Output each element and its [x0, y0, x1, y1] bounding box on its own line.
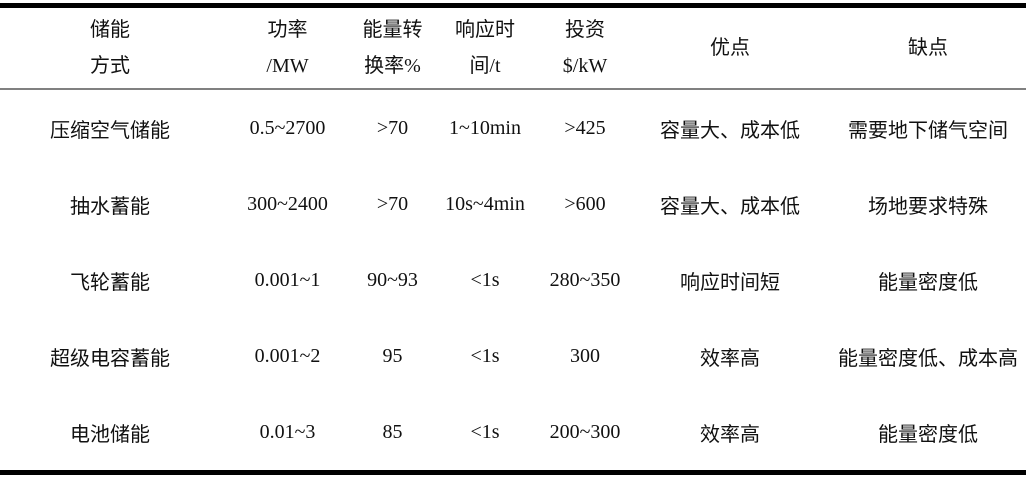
- cell-response-time: 1~10min: [449, 116, 521, 139]
- cell-advantages: 容量大、成本低: [660, 195, 800, 218]
- col-header-advantages-line1: 优点: [710, 37, 750, 59]
- cell-investment: 300: [570, 344, 600, 367]
- cell-disadvantages: 需要地下储气空间: [848, 119, 1008, 142]
- col-header-investment-line2: $/kW: [562, 54, 608, 77]
- cell-power: 0.001~1: [254, 268, 321, 291]
- energy-storage-table: 储能 方式 功率 /MW 能量转 换率% 响应时 间/t 投资 $/kW 优点: [0, 3, 1026, 475]
- col-header-efficiency: 能量转 换率%: [355, 8, 430, 88]
- col-header-storage-method-line2: 方式: [90, 54, 130, 77]
- col-header-response-time-line1: 响应时: [455, 19, 515, 42]
- table-row-compressed-air: 压缩空气储能 0.5~2700 >70 1~10min >425 容量大、成本低…: [0, 90, 1026, 166]
- cell-storage-method: 超级电容蓄能: [50, 347, 170, 370]
- cell-investment: 200~300: [549, 420, 621, 443]
- col-header-advantages: 优点: [630, 8, 830, 88]
- cell-efficiency: 95: [382, 344, 403, 367]
- cell-advantages: 容量大、成本低: [660, 119, 800, 142]
- col-header-response-time-line2: 间/t: [469, 54, 501, 77]
- cell-advantages: 效率高: [700, 347, 760, 370]
- cell-response-time: <1s: [470, 344, 500, 367]
- table-top-rule: [0, 3, 1026, 8]
- col-header-storage-method: 储能 方式: [0, 8, 220, 88]
- col-header-power-line2: /MW: [266, 54, 309, 77]
- cell-efficiency: 90~93: [367, 268, 418, 291]
- cell-investment: >425: [564, 116, 606, 139]
- table-row-flywheel: 飞轮蓄能 0.001~1 90~93 <1s 280~350 响应时间短 能量密…: [0, 242, 1026, 318]
- col-header-efficiency-line2: 换率%: [364, 54, 421, 77]
- col-header-response-time: 响应时 间/t: [430, 8, 540, 88]
- cell-power: 0.001~2: [254, 344, 321, 367]
- col-header-disadvantages-line1: 缺点: [908, 37, 948, 59]
- col-header-disadvantages: 缺点: [830, 8, 1026, 88]
- cell-efficiency: 85: [382, 420, 403, 443]
- table-header-rule: [0, 88, 1026, 90]
- cell-disadvantages: 场地要求特殊: [868, 195, 988, 218]
- cell-power: 0.01~3: [259, 420, 316, 443]
- table-bottom-rule: [0, 470, 1026, 475]
- cell-disadvantages: 能量密度低: [878, 271, 978, 294]
- table-header-row: 储能 方式 功率 /MW 能量转 换率% 响应时 间/t 投资 $/kW 优点: [0, 8, 1026, 88]
- table-row-battery: 电池储能 0.01~3 85 <1s 200~300 效率高 能量密度低: [0, 394, 1026, 470]
- cell-storage-method: 飞轮蓄能: [70, 271, 150, 294]
- cell-response-time: 10s~4min: [445, 192, 525, 215]
- cell-response-time: <1s: [470, 420, 500, 443]
- col-header-power: 功率 /MW: [220, 8, 355, 88]
- col-header-efficiency-line1: 能量转: [362, 19, 423, 42]
- col-header-investment: 投资 $/kW: [540, 8, 630, 88]
- cell-response-time: <1s: [470, 268, 500, 291]
- col-header-investment-line1: 投资: [565, 19, 605, 42]
- table-row-supercapacitor: 超级电容蓄能 0.001~2 95 <1s 300 效率高 能量密度低、成本高: [0, 318, 1026, 394]
- cell-storage-method: 抽水蓄能: [70, 195, 150, 218]
- cell-investment: >600: [564, 192, 606, 215]
- col-header-power-line1: 功率: [267, 19, 308, 42]
- cell-investment: 280~350: [549, 268, 621, 291]
- cell-storage-method: 电池储能: [70, 423, 150, 446]
- cell-disadvantages: 能量密度低、成本高: [838, 347, 1018, 370]
- cell-efficiency: >70: [376, 192, 409, 215]
- table-row-pumped-hydro: 抽水蓄能 300~2400 >70 10s~4min >600 容量大、成本低 …: [0, 166, 1026, 242]
- cell-power: 0.5~2700: [249, 116, 326, 139]
- col-header-storage-method-line1: 储能: [90, 19, 130, 42]
- cell-advantages: 响应时间短: [680, 271, 780, 294]
- cell-efficiency: >70: [376, 116, 409, 139]
- cell-advantages: 效率高: [700, 423, 760, 446]
- cell-storage-method: 压缩空气储能: [50, 119, 170, 142]
- cell-power: 300~2400: [247, 192, 328, 215]
- cell-disadvantages: 能量密度低: [878, 423, 978, 446]
